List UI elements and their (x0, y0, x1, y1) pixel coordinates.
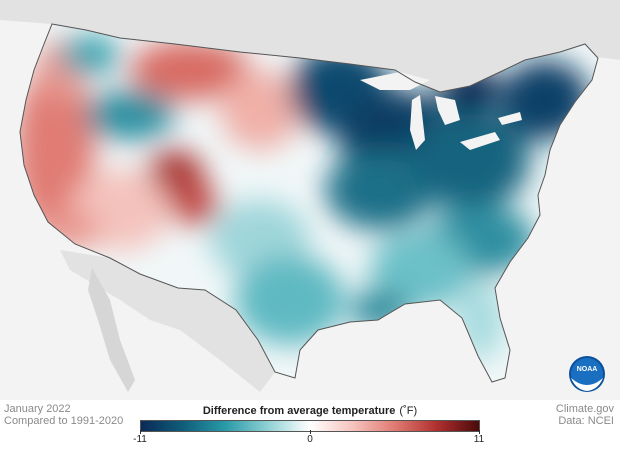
footer: January 2022 Compared to 1991-2020 Diffe… (0, 400, 620, 450)
great-lakes (360, 72, 522, 150)
us-border (19, 23, 599, 383)
svg-text:NOAA: NOAA (577, 366, 598, 373)
source-label: Climate.gov (555, 403, 614, 415)
tick-mark-mid (310, 430, 311, 434)
legend-unit: (˚F) (399, 405, 418, 417)
period-label: January 2022 (4, 403, 71, 415)
legend-max-label: 11 (473, 434, 485, 445)
data-credit-label: Data: NCEI (558, 415, 614, 427)
tick-mark-max (479, 430, 480, 434)
baseline-label: Compared to 1991-2020 (4, 415, 124, 427)
tick-mark-min (140, 430, 141, 434)
legend-min-label: -11 (133, 434, 147, 445)
temperature-anomaly-map: NOAA (0, 0, 620, 392)
legend-mid-label: 0 (307, 434, 313, 445)
surrounding-land (0, 0, 620, 392)
noaa-logo: NOAA (569, 356, 605, 392)
legend-title-text: Difference from average temperature (202, 405, 396, 417)
map-caption: January 2022 Compared to 1991-2020 (4, 403, 123, 427)
credits: Climate.gov Data: NCEI (556, 403, 614, 427)
legend-title: Difference from average temperature (˚F) (140, 405, 480, 417)
